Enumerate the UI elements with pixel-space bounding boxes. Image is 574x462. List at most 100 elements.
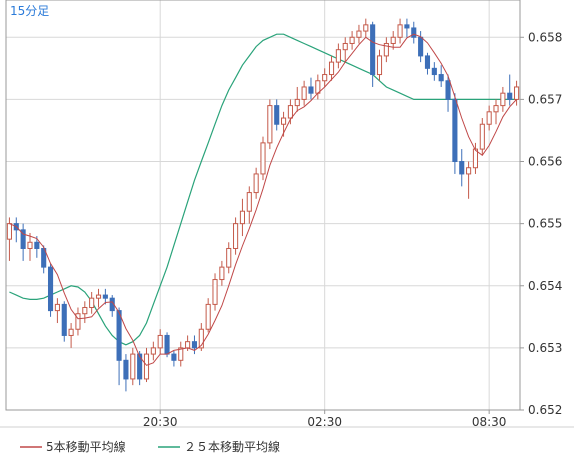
candle	[260, 136, 266, 181]
candle	[191, 335, 198, 355]
y-tick-label: 0.654	[528, 279, 562, 293]
candle-body	[150, 347, 156, 355]
candle-body	[267, 105, 273, 144]
candle-layer	[6, 18, 520, 392]
candle-body	[102, 294, 108, 299]
candle	[130, 347, 136, 386]
candle	[424, 52, 431, 75]
candle-body	[171, 353, 177, 361]
candle	[95, 288, 102, 308]
candle	[246, 186, 252, 224]
candle-body	[322, 74, 328, 82]
candle-body	[260, 142, 266, 175]
candle-body	[397, 24, 403, 38]
candle	[20, 223, 26, 261]
candle	[41, 245, 47, 274]
candle	[54, 298, 60, 324]
candle-body	[20, 229, 26, 249]
candle	[219, 260, 225, 286]
candle-body	[226, 247, 232, 268]
candle-body	[411, 27, 417, 38]
candle-body	[6, 223, 12, 240]
candle	[61, 301, 67, 342]
candle-body	[116, 310, 122, 361]
candle-body	[294, 98, 300, 107]
candle	[500, 86, 506, 112]
candle-body	[75, 313, 81, 330]
candle-body	[438, 74, 444, 82]
candle	[34, 236, 40, 258]
candle-body	[335, 49, 341, 63]
candle	[274, 99, 280, 131]
candle	[404, 18, 410, 38]
candle-body	[328, 61, 335, 76]
candle	[198, 323, 204, 351]
candle	[82, 301, 88, 324]
candle-body	[95, 294, 102, 299]
candle	[205, 298, 211, 333]
y-tick-label: 0.655	[528, 217, 562, 231]
candle-body	[507, 92, 513, 100]
candle	[459, 149, 465, 187]
x-tick-label: 08:30	[472, 415, 507, 429]
y-axis: 0.658 0.657 0.656 0.655 0.654 0.653 0.652	[520, 30, 562, 417]
candle-body	[198, 328, 204, 349]
candle	[322, 68, 328, 87]
candle-body	[274, 105, 280, 125]
candle	[123, 354, 129, 392]
candle-body	[219, 266, 225, 281]
candle-body	[342, 42, 348, 51]
candle-body	[253, 173, 259, 194]
candle	[102, 288, 108, 305]
candle	[445, 74, 451, 112]
candle-body	[356, 30, 362, 38]
legend: 5本移動平均線 ２５本移動平均線	[20, 439, 280, 454]
candle-body	[390, 36, 396, 44]
candle	[438, 65, 444, 87]
timeframe-label: 15分足	[10, 4, 49, 18]
candle	[507, 74, 513, 106]
candle	[233, 217, 239, 255]
candle-body	[34, 241, 40, 249]
candle-body	[239, 210, 245, 225]
candle-body	[287, 105, 293, 119]
candle	[267, 99, 273, 150]
candle	[479, 118, 485, 156]
candle-body	[41, 247, 47, 268]
y-tick-label: 0.656	[528, 155, 562, 169]
y-tick-label: 0.652	[528, 403, 562, 417]
candle	[431, 62, 437, 81]
candle	[157, 329, 163, 355]
candle-body	[418, 36, 424, 57]
candle-body	[205, 303, 211, 330]
candle-body	[301, 86, 307, 100]
x-tick-label: 02:30	[307, 415, 342, 429]
candle-body	[27, 241, 33, 249]
candle-body	[191, 341, 198, 349]
candle-body	[246, 192, 252, 212]
candle	[239, 198, 245, 237]
y-tick-label: 0.658	[528, 30, 562, 44]
candle-body	[89, 297, 95, 309]
candle	[452, 93, 458, 174]
candle-body	[185, 341, 191, 349]
candle-body	[363, 24, 369, 32]
candle	[308, 77, 314, 100]
plot-frame	[5, 0, 521, 411]
candle	[397, 18, 403, 44]
legend-ma25-label: ２５本移動平均線	[184, 439, 280, 454]
candle	[472, 142, 479, 174]
candle-body	[130, 353, 136, 380]
candle	[486, 105, 492, 131]
candle-body	[486, 111, 492, 125]
candle	[411, 21, 417, 44]
candle	[171, 350, 177, 367]
candle-body	[479, 123, 485, 150]
x-tick-label: 20:30	[143, 415, 178, 429]
candle	[178, 341, 184, 367]
candle	[75, 307, 81, 336]
candle-body	[82, 307, 88, 315]
legend-ma5-label: 5本移動平均線	[46, 439, 126, 454]
candle-body	[61, 303, 67, 336]
